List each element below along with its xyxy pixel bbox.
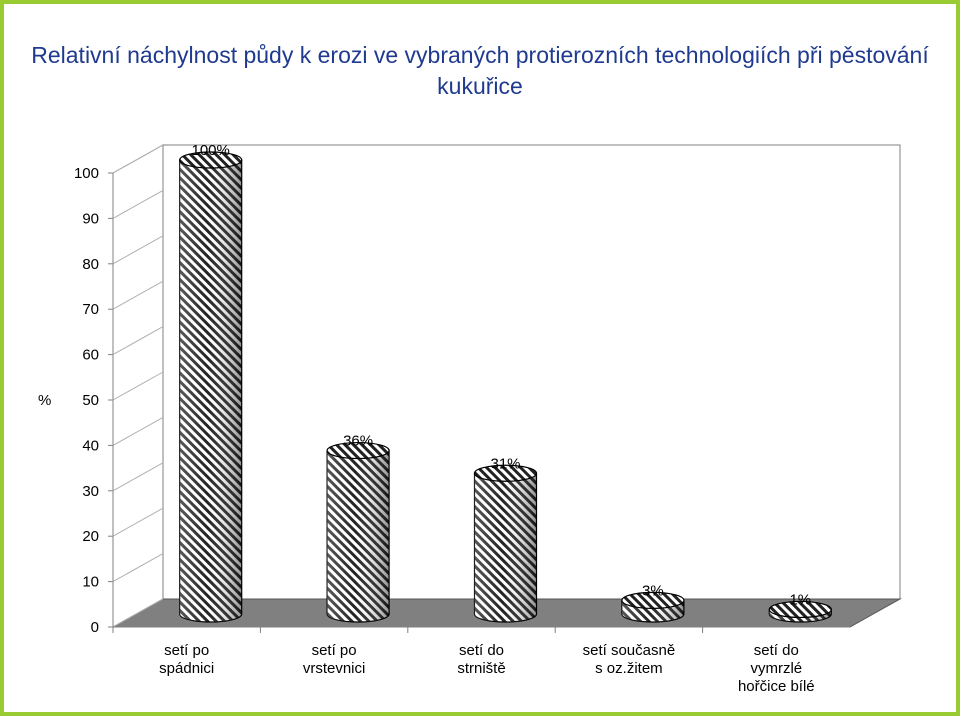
y-tick-label: 60	[82, 347, 99, 364]
x-tick-label: setí současně s oz.žitem	[583, 642, 676, 677]
x-tick-label: setí do vymrzlé hořčice bílé	[738, 642, 815, 695]
bar-top	[768, 600, 832, 619]
y-tick-label: 0	[91, 619, 99, 636]
data-label: 36%	[343, 433, 373, 450]
bar: 3%	[621, 582, 685, 623]
bar-top	[179, 151, 243, 169]
bar: 1%	[768, 591, 832, 623]
data-label: 31%	[490, 455, 520, 472]
bar-top	[621, 591, 685, 609]
bar-shade	[179, 160, 242, 622]
y-tick-depth	[112, 326, 164, 356]
data-label: 100%	[192, 142, 230, 159]
y-axis-label: %	[38, 392, 51, 409]
y-tick-label: 50	[82, 392, 99, 409]
y-axis: 0 10 20 30 40 50 60 70 80 90 100	[74, 144, 164, 636]
bar: 31%	[473, 455, 538, 623]
y-tick-depth	[112, 416, 164, 446]
y-tick-depth	[112, 598, 164, 628]
data-label: 1%	[789, 591, 811, 608]
y-tick-depth	[112, 553, 164, 583]
y-tick-label: 100	[74, 165, 99, 182]
y-tick-label: 90	[82, 210, 99, 227]
y-tick-depth	[112, 144, 164, 174]
y-tick-depth	[112, 507, 164, 537]
bar-shade	[474, 473, 537, 622]
data-label: 3%	[642, 582, 664, 599]
y-tick-label: 30	[82, 483, 99, 500]
y-tick-depth	[112, 235, 164, 265]
bar: 100%	[179, 142, 243, 623]
chart-title: Relativní náchylnost půdy k erozi ve vyb…	[31, 42, 929, 99]
y-tick-depth	[112, 462, 164, 492]
y-tick-label: 70	[82, 301, 99, 318]
bar-top	[473, 464, 538, 482]
x-tick-label: setí do strniště	[457, 642, 505, 677]
y-tick-label: 80	[82, 256, 99, 273]
y-tick-depth	[112, 280, 164, 310]
x-tick-label: setí po vrstevnici	[303, 642, 366, 677]
bars: 100% 36% 31% 3% 1%	[179, 142, 832, 623]
bar-shade	[327, 450, 390, 622]
bar: 36%	[326, 433, 390, 623]
y-tick-depth	[112, 189, 164, 219]
y-tick-label: 20	[82, 528, 99, 545]
y-tick-label: 10	[82, 574, 99, 591]
x-tick-label: setí po spádnici	[159, 642, 214, 677]
y-tick-label: 40	[82, 437, 99, 454]
y-tick-depth	[112, 371, 164, 401]
bar-top	[326, 441, 390, 460]
x-axis: setí po spádnici setí po vrstevnici setí do s…	[112, 626, 850, 695]
